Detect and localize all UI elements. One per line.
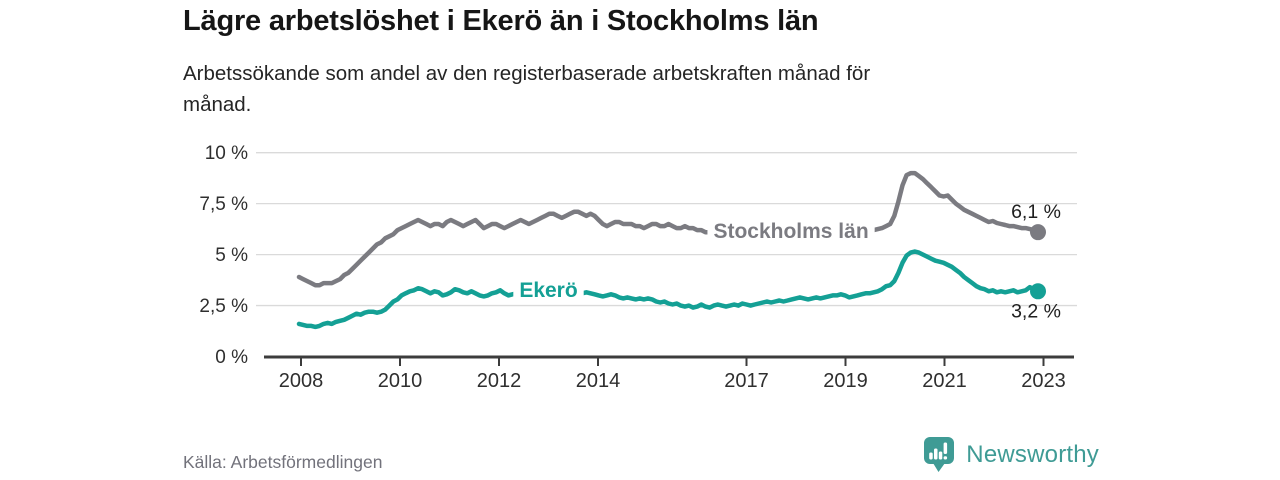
y-tick-label: 7,5 % (199, 194, 248, 215)
x-tick-label: 2023 (1021, 370, 1066, 392)
end-dot-stockholms-lan (1030, 224, 1046, 241)
chart-subtitle: Arbetssökande som andel av den registerb… (183, 58, 870, 120)
series-line-ekero (296, 249, 1041, 330)
x-tick-label: 2019 (823, 370, 868, 392)
series-label-plate (707, 219, 875, 245)
newsworthy-logo: Newsworthy (923, 434, 1099, 476)
x-axis-ticks: 2008 2010 2012 2014 2017 2019 2021 2023 (279, 358, 1066, 392)
end-dot-ekero (1030, 283, 1046, 300)
y-tick-label: 10 % (205, 143, 248, 164)
x-tick-label: 2008 (279, 370, 324, 392)
series-line-stockholms-lan (296, 170, 1041, 288)
y-tick-label: 0 % (215, 347, 248, 368)
series-label-stockholms-lan: Stockholms län (713, 220, 868, 243)
series-label-ekero: Ekerö (519, 279, 577, 302)
newsworthy-logo-text: Newsworthy (966, 441, 1099, 468)
y-tick-label: 2,5 % (199, 296, 248, 317)
chart-title: Lägre arbetslöshet i Ekerö än i Stockhol… (183, 5, 819, 37)
x-tick-label: 2010 (378, 370, 423, 392)
y-gridlines (256, 152, 1077, 359)
end-value-label-stockholms-lan: 6,1 % (1011, 201, 1061, 223)
x-tick-label: 2014 (576, 370, 621, 392)
x-tick-label: 2017 (724, 370, 769, 392)
source-note: Källa: Arbetsförmedlingen (183, 452, 383, 472)
x-tick-label: 2021 (922, 370, 967, 392)
x-tick-label: 2012 (477, 370, 522, 392)
series-label-plate (513, 277, 584, 303)
end-value-label-ekero: 3,2 % (1011, 300, 1061, 322)
chart-subtitle-line-2: månad. (183, 93, 252, 116)
chart-subtitle-line-1: Arbetssökande som andel av den registerb… (183, 62, 871, 85)
newsworthy-logo-icon (924, 437, 955, 472)
y-axis-labels: 10 % 7,5 % 5 % 2,5 % 0 % (199, 143, 248, 368)
y-tick-label: 5 % (215, 245, 248, 266)
